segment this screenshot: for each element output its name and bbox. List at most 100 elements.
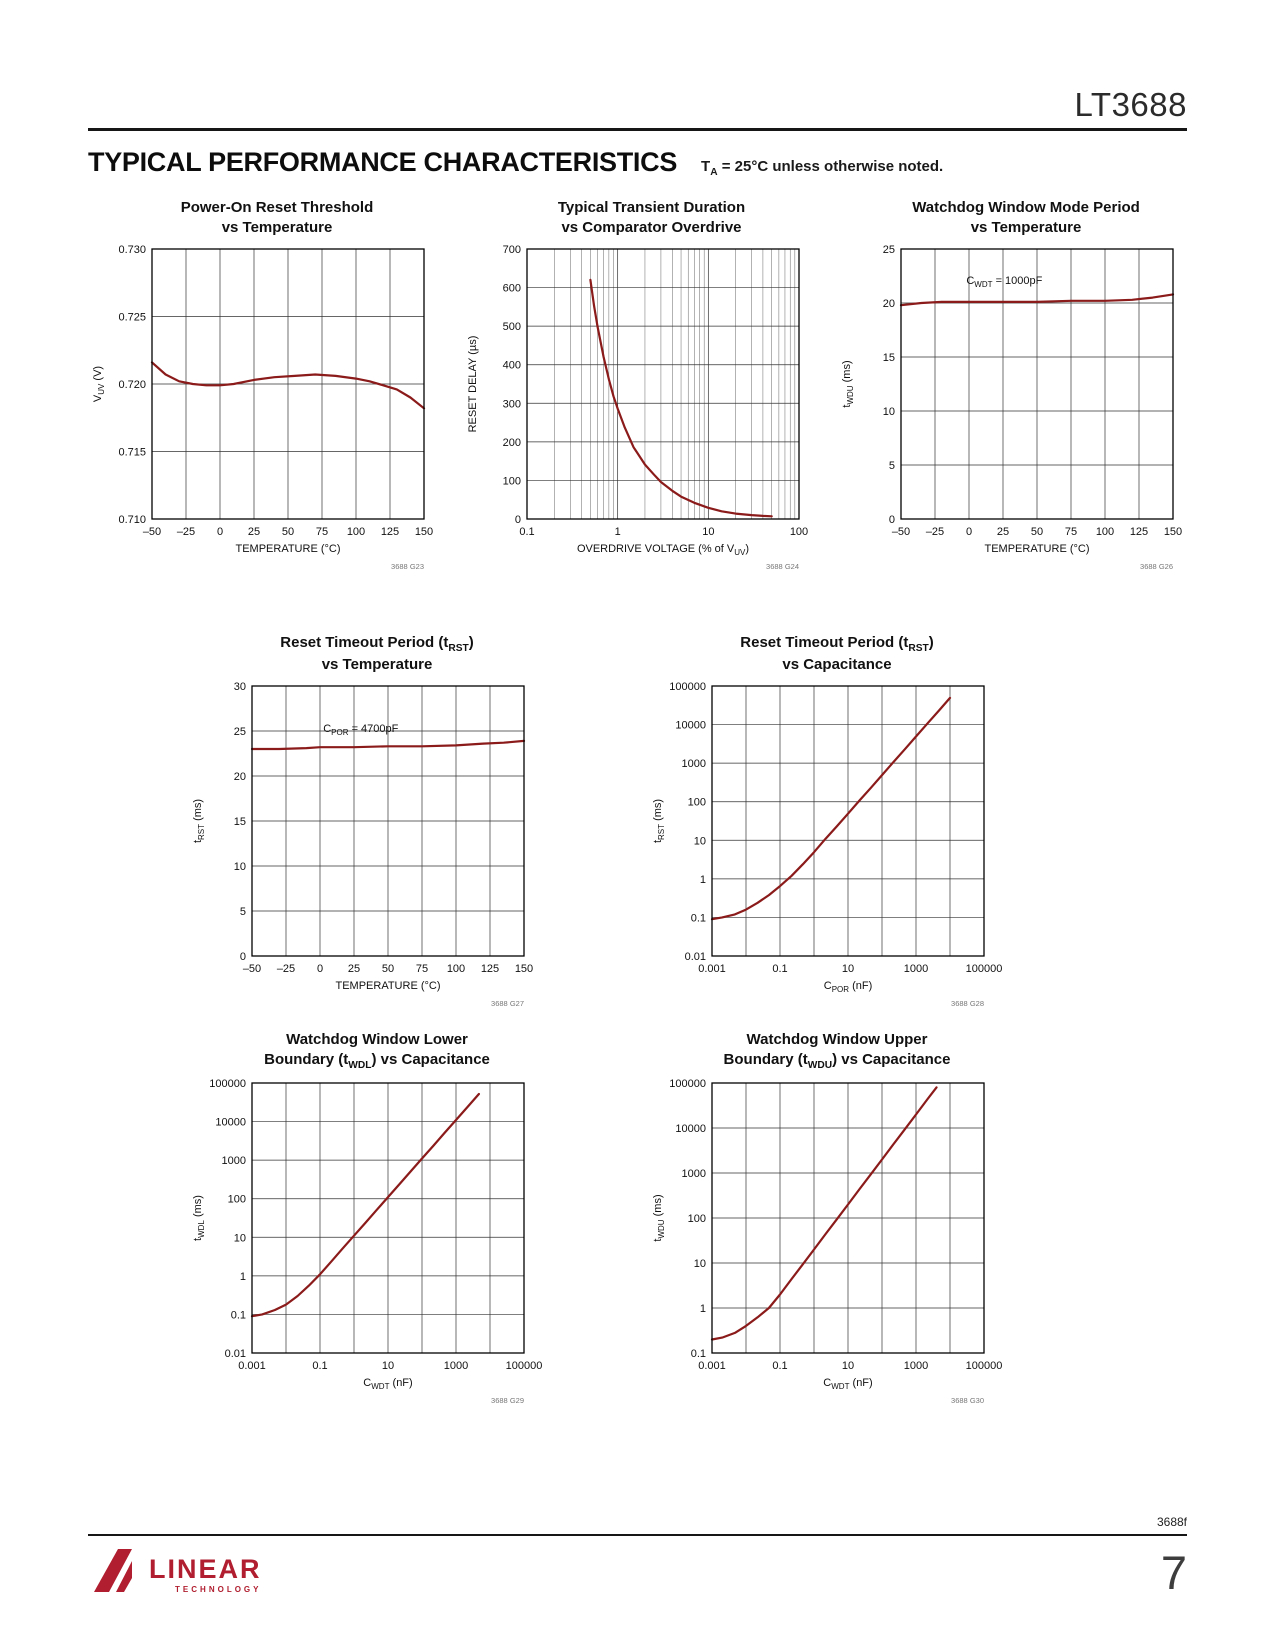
- svg-text:10: 10: [842, 963, 854, 975]
- svg-text:100000: 100000: [966, 963, 1003, 975]
- chart-title-line: vs Temperature: [321, 656, 433, 674]
- chart-svg: –50 –25 0 25 50 75 100 125 150 0.710 0.715 0.720 0.7…: [92, 244, 433, 571]
- svg-text:0.1: 0.1: [312, 1360, 327, 1372]
- svg-text:25: 25: [997, 526, 1009, 538]
- svg-text:100000: 100000: [669, 681, 706, 693]
- data-series: [588, 278, 773, 517]
- chart-title-line: vs Temperature: [221, 218, 333, 236]
- doc-header: LT3688: [88, 0, 1187, 124]
- svg-text:1000: 1000: [682, 758, 706, 770]
- svg-text:0.01: 0.01: [685, 951, 706, 963]
- svg-text:50: 50: [1031, 526, 1043, 538]
- y-axis-label: tRST (ms): [192, 799, 206, 843]
- chart-por-threshold-vs-temp: Power-On Reset Threshold vs Temperature …: [88, 198, 438, 579]
- chart-title-line: Typical Transient Duration: [557, 199, 746, 216]
- svg-text:0: 0: [217, 526, 223, 538]
- chart-watchdog-period-vs-temp: Watchdog Window Mode Period vs Temperatu…: [837, 198, 1187, 579]
- svg-text:5: 5: [889, 460, 895, 472]
- svg-text:15: 15: [234, 816, 246, 828]
- data-series: [150, 360, 426, 409]
- chart-svg: 0.001 0.1 10 1000 100000 0.01 0.1 1 10 100 1000 100…: [192, 1078, 542, 1405]
- chart-title-line: vs Comparator Overdrive: [561, 218, 742, 236]
- chart-title: Watchdog Window Mode Period vs Temperatu…: [837, 198, 1187, 238]
- svg-text:1: 1: [614, 526, 620, 538]
- chart-svg: –50 –25 0 25 50 75 100 125 150 0 5 10 15 20 25 30 TEMPER…: [192, 681, 533, 1008]
- header-rule: [88, 128, 1187, 131]
- svg-text:0.1: 0.1: [231, 1310, 246, 1322]
- svg-text:0.715: 0.715: [118, 446, 146, 458]
- svg-text:0: 0: [317, 963, 323, 975]
- chart-title-line: Reset Timeout Period (tRST): [740, 633, 934, 654]
- data-series: [899, 292, 1175, 306]
- svg-text:600: 600: [502, 282, 520, 294]
- svg-text:0.1: 0.1: [691, 1348, 706, 1360]
- svg-text:–25: –25: [277, 963, 295, 975]
- chart-twdu-vs-capacitance: Watchdog Window Upper Boundary (tWDU) vs…: [648, 1030, 1002, 1413]
- chart-plot: –50 –25 0 25 50 75 100 125 150 0 5 10 15 20 25 TEMPERAT…: [837, 243, 1187, 579]
- chart-title: Reset Timeout Period (tRST) vs Capacitan…: [648, 633, 998, 675]
- svg-text:400: 400: [502, 359, 520, 371]
- svg-text:100000: 100000: [966, 1360, 1003, 1372]
- svg-text:150: 150: [1164, 526, 1182, 538]
- chart-title: Power-On Reset Threshold vs Temperature: [88, 198, 438, 238]
- chart-title-line: vs Capacitance: [782, 656, 892, 674]
- chart-svg: 0.1 1 10 100 0 100 200 300 400 500 600 700 OVERDRIVE…: [467, 244, 808, 571]
- svg-text:100: 100: [1096, 526, 1114, 538]
- footer-doc-code: 3688f: [1156, 1515, 1187, 1529]
- svg-text:100000: 100000: [506, 1360, 543, 1372]
- svg-text:10000: 10000: [675, 1123, 706, 1135]
- svg-text:0.01: 0.01: [225, 1348, 246, 1360]
- svg-text:10: 10: [842, 1360, 854, 1372]
- svg-text:1000: 1000: [904, 963, 928, 975]
- x-axis-label: OVERDRIVE VOLTAGE (% of VUV): [576, 543, 748, 557]
- data-series: [710, 696, 952, 921]
- y-axis-label: tRST (ms): [652, 799, 666, 843]
- svg-text:–50: –50: [143, 526, 161, 538]
- section-note: TA = 25°C unless otherwise noted.: [701, 158, 944, 178]
- page-number: 7: [1160, 1545, 1187, 1599]
- svg-text:100: 100: [688, 1213, 706, 1225]
- svg-text:10: 10: [694, 835, 706, 847]
- chart-transient-vs-overdrive: Typical Transient Duration vs Comparator…: [463, 198, 813, 579]
- svg-text:100000: 100000: [669, 1078, 706, 1090]
- svg-text:10: 10: [234, 861, 246, 873]
- svg-text:10: 10: [382, 1360, 394, 1372]
- svg-text:50: 50: [382, 963, 394, 975]
- svg-text:20: 20: [883, 298, 895, 310]
- y-axis-label: tWDL (ms): [192, 1195, 206, 1241]
- logo-technology-text: TECHNOLOGY: [175, 1585, 262, 1594]
- chart-title: Typical Transient Duration vs Comparator…: [463, 198, 813, 238]
- svg-text:50: 50: [282, 526, 294, 538]
- chart-title: Reset Timeout Period (tRST) vs Temperatu…: [188, 633, 538, 675]
- svg-text:0.1: 0.1: [691, 912, 706, 924]
- svg-text:0.1: 0.1: [519, 526, 534, 538]
- svg-text:10000: 10000: [675, 719, 706, 731]
- logo-wordmark: LINEAR TECHNOLOGY: [149, 1556, 262, 1595]
- svg-text:10: 10: [234, 1232, 246, 1244]
- svg-text:0: 0: [966, 526, 972, 538]
- svg-text:125: 125: [381, 526, 399, 538]
- chart-code: 3688 G30: [951, 1396, 984, 1405]
- svg-text:–50: –50: [243, 963, 261, 975]
- section-title: TYPICAL PERFORMANCE CHARACTERISTICS: [88, 147, 678, 177]
- lt-logo-icon: [94, 1549, 132, 1592]
- svg-text:0.1: 0.1: [772, 1360, 787, 1372]
- svg-text:0.710: 0.710: [118, 514, 146, 526]
- svg-text:10: 10: [883, 406, 895, 418]
- svg-text:100: 100: [447, 963, 465, 975]
- chart-code: 3688 G27: [491, 999, 524, 1008]
- svg-text:150: 150: [515, 963, 533, 975]
- svg-text:100: 100: [502, 475, 520, 487]
- svg-text:125: 125: [481, 963, 499, 975]
- svg-text:300: 300: [502, 398, 520, 410]
- svg-text:0: 0: [889, 514, 895, 526]
- svg-text:0: 0: [514, 514, 520, 526]
- x-axis-label: TEMPERATURE (°C): [335, 980, 440, 992]
- x-axis-label: CPOR (nF): [824, 980, 873, 994]
- svg-text:75: 75: [416, 963, 428, 975]
- chart-plot: 0.001 0.1 10 1000 100000 0.1 1 10 100 1000 10000 10…: [648, 1077, 1002, 1413]
- y-axis-label: VUV (V): [92, 365, 106, 401]
- chart-row-2: Reset Timeout Period (tRST) vs Temperatu…: [88, 633, 1187, 1016]
- svg-text:100000: 100000: [209, 1078, 246, 1090]
